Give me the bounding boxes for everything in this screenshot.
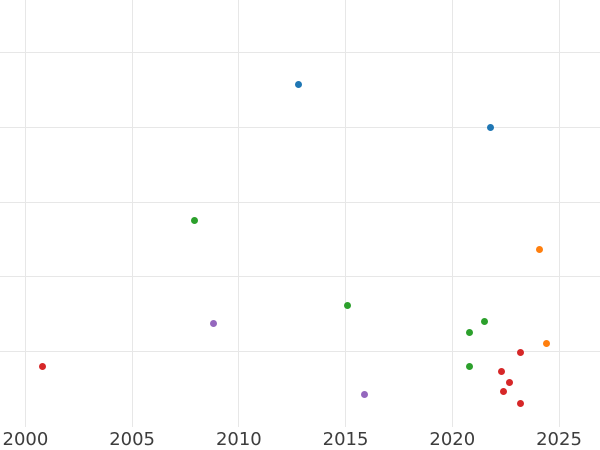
x-tick-label: 2000	[2, 429, 49, 450]
x-tick-label: 2025	[536, 429, 582, 450]
x-tick-label: 2020	[429, 429, 476, 450]
x-tick-label: 2015	[322, 429, 369, 450]
scatter-point	[480, 318, 488, 326]
scatter-point	[361, 391, 369, 399]
x-gridline	[131, 0, 133, 427]
plot-area	[0, 0, 600, 427]
y-gridline	[0, 276, 600, 278]
x-tick-label: 2010	[215, 429, 262, 450]
y-gridline	[0, 351, 600, 353]
x-gridline	[24, 0, 26, 427]
scatter-point	[506, 378, 514, 386]
scatter-point	[190, 216, 198, 224]
scatter-point	[344, 301, 352, 309]
scatter-point	[500, 388, 508, 396]
scatter-point	[542, 339, 550, 347]
y-gridline	[0, 201, 600, 203]
scatter-point	[295, 80, 303, 88]
x-gridline	[558, 0, 560, 427]
scatter-point	[465, 329, 473, 337]
scatter-point	[209, 320, 217, 328]
y-gridline	[0, 127, 600, 129]
scatter-point	[517, 400, 525, 408]
x-gridline	[345, 0, 347, 427]
x-axis: 2000 2005 2010 2015 2020 2025	[0, 427, 600, 450]
scatter-point	[487, 124, 495, 132]
x-gridline	[451, 0, 453, 427]
scatter-point	[465, 363, 473, 371]
y-gridline	[0, 52, 600, 54]
scatter-point	[497, 368, 505, 376]
x-gridline	[238, 0, 240, 427]
scatter-point	[517, 348, 525, 356]
scatter-point	[536, 245, 544, 253]
scatter-point	[38, 363, 46, 371]
x-tick-label: 2005	[109, 429, 156, 450]
